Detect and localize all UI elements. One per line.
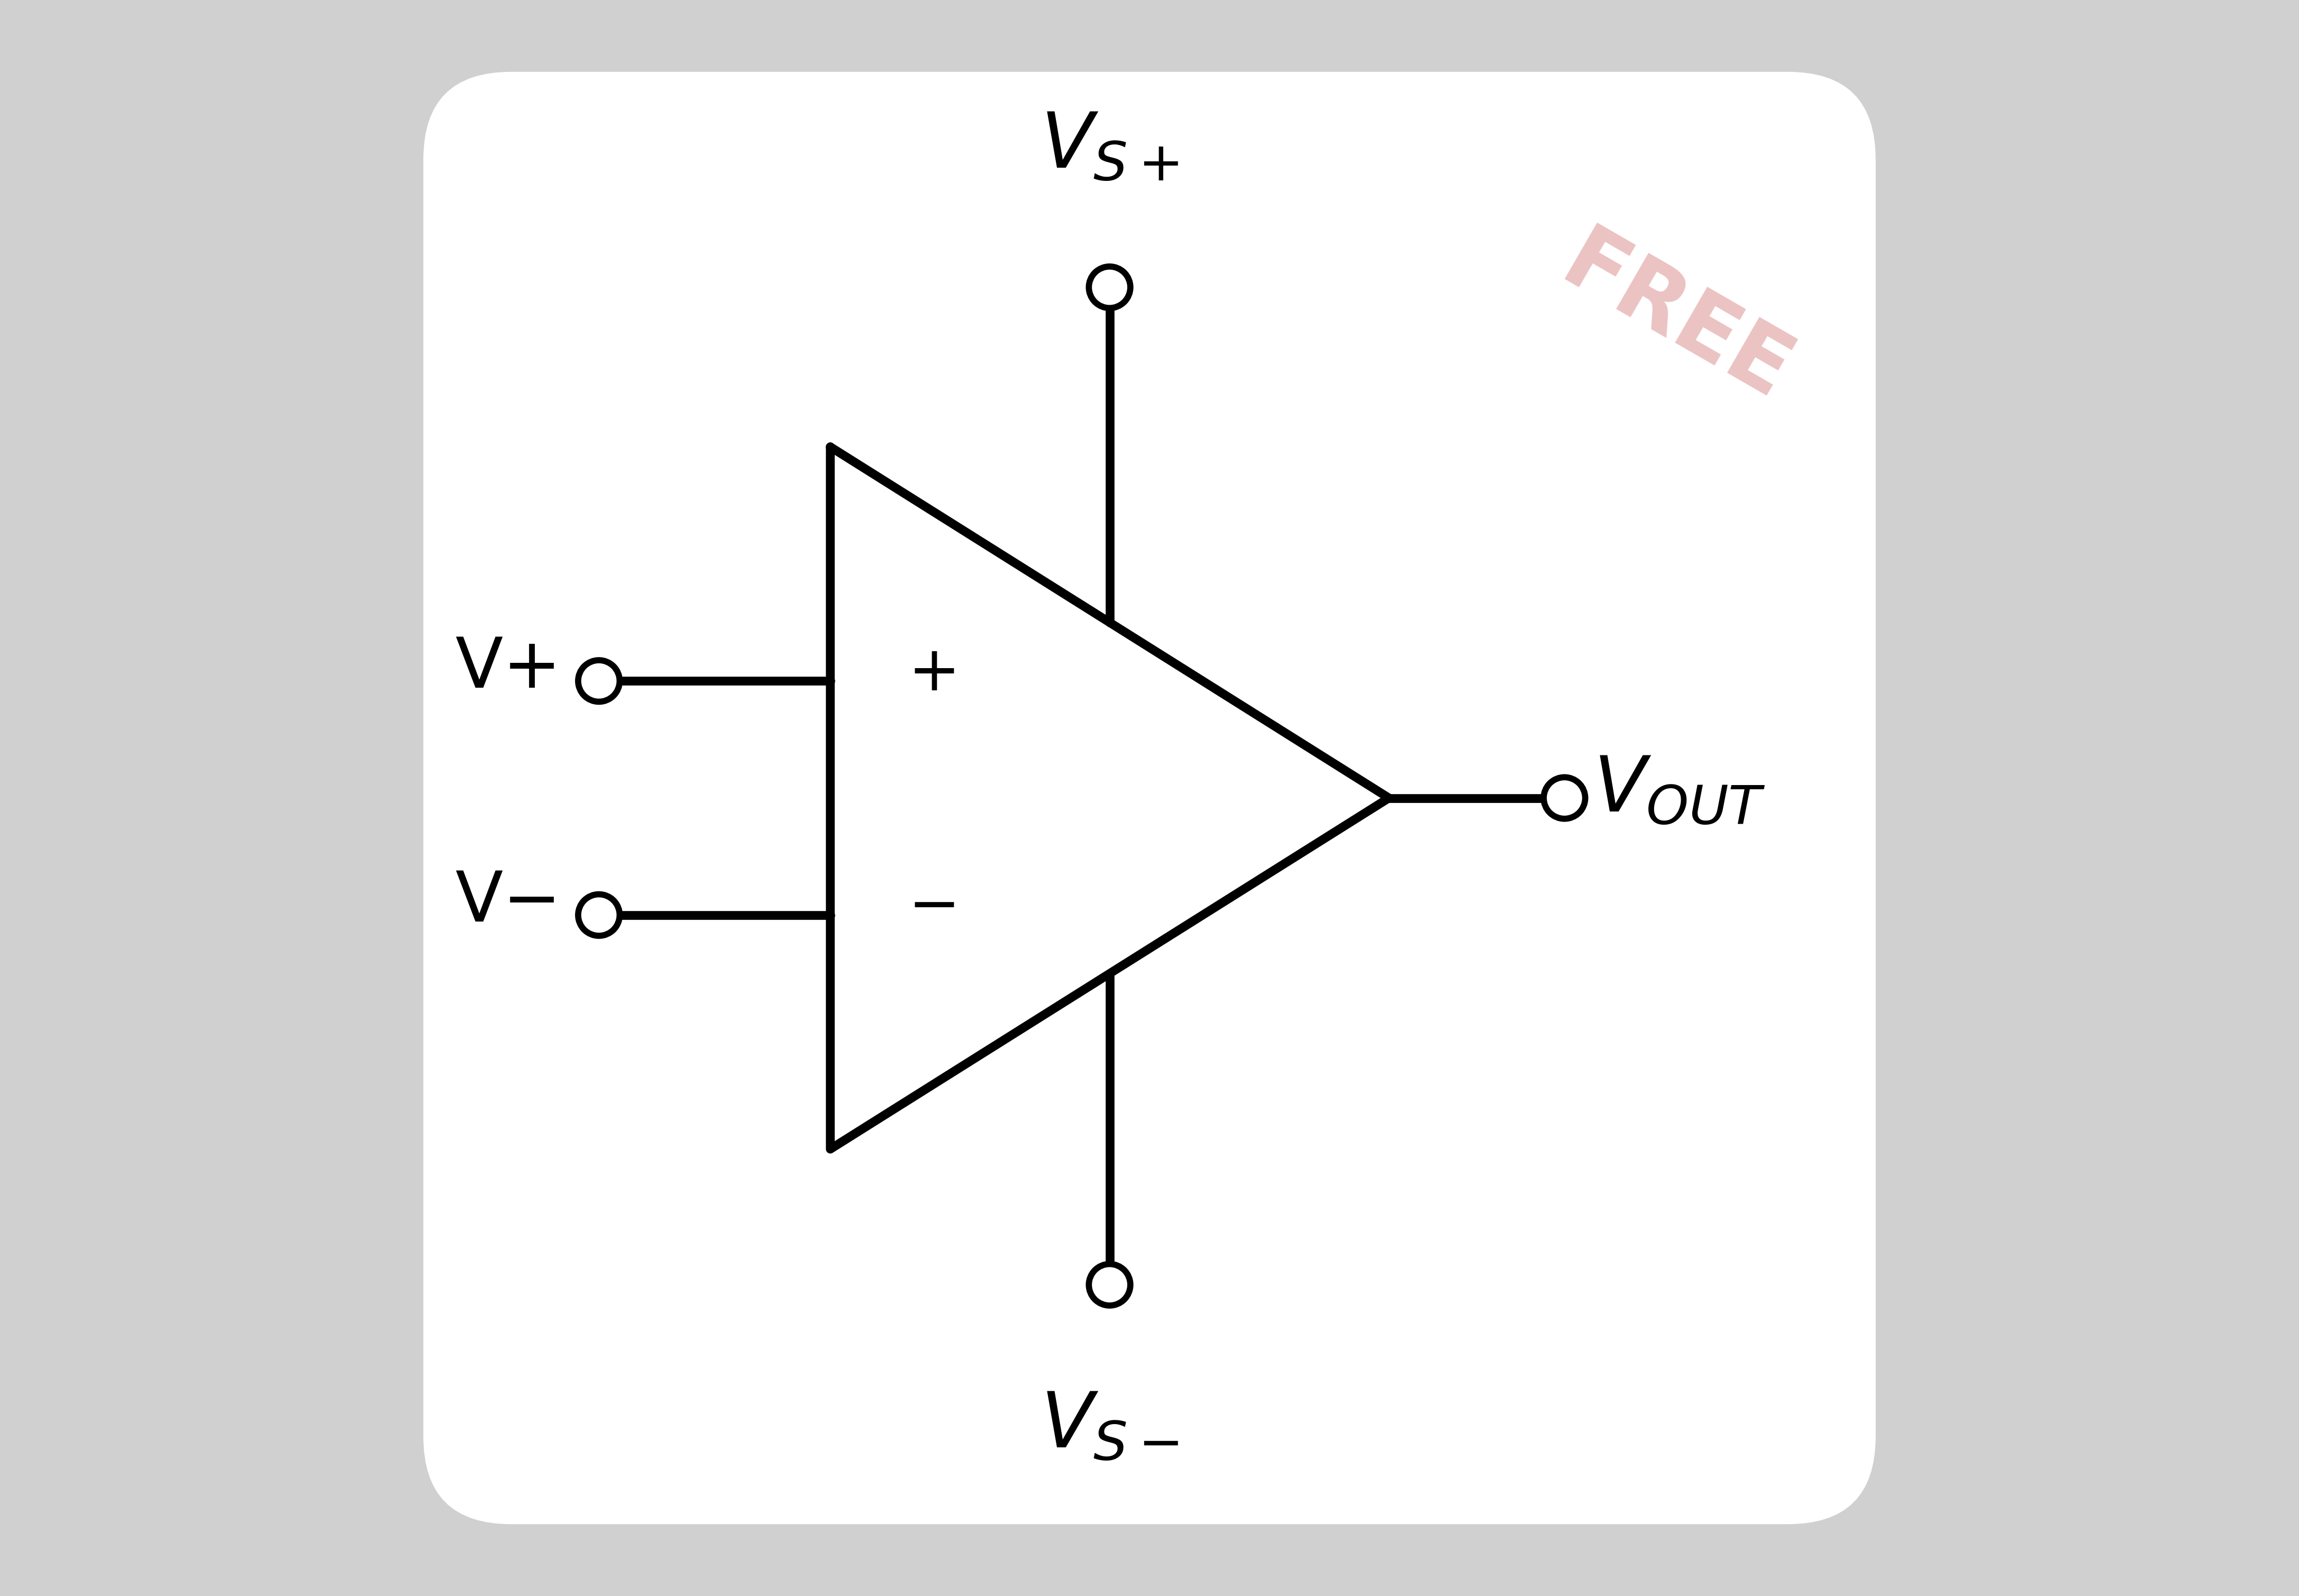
Text: −: −: [908, 876, 961, 937]
Text: $V_{OUT}$: $V_{OUT}$: [1593, 753, 1766, 827]
Text: $V_{S-}$: $V_{S-}$: [1041, 1389, 1179, 1464]
Circle shape: [1090, 1264, 1131, 1306]
Text: +: +: [908, 643, 961, 704]
FancyBboxPatch shape: [423, 72, 1876, 1524]
Circle shape: [577, 894, 621, 935]
Text: FREE: FREE: [1547, 220, 1805, 418]
Text: $V_{S+}$: $V_{S+}$: [1041, 109, 1179, 184]
Text: V+: V+: [455, 635, 561, 702]
Circle shape: [1543, 777, 1586, 819]
Circle shape: [577, 661, 621, 702]
Circle shape: [1090, 267, 1131, 308]
Text: V−: V−: [455, 868, 561, 935]
